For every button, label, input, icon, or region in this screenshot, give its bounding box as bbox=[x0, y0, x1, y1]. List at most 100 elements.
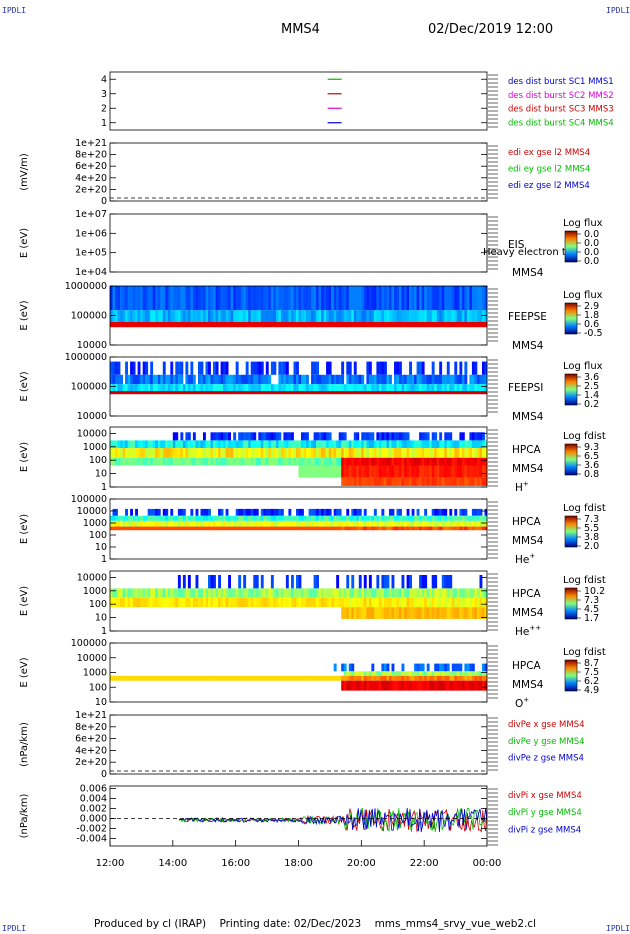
spectrogram-cell bbox=[140, 675, 144, 681]
spectrogram-cell bbox=[165, 508, 169, 516]
spectrogram-cell bbox=[195, 322, 199, 328]
spectrogram-cell bbox=[436, 520, 440, 527]
spectrogram-cell bbox=[220, 384, 224, 392]
spectrogram-cell bbox=[125, 588, 128, 598]
spectrogram-cell bbox=[439, 588, 443, 598]
spectrogram-cell bbox=[243, 432, 247, 441]
spectrogram-cell bbox=[218, 520, 221, 527]
spectrogram-cell bbox=[341, 520, 345, 527]
spectrogram-cell bbox=[298, 465, 302, 478]
spectrogram-cell bbox=[190, 286, 194, 311]
spectrogram-cell bbox=[484, 391, 488, 395]
spectrogram-cell bbox=[142, 515, 146, 521]
spectrogram-cell bbox=[446, 465, 450, 478]
spectrogram-cell bbox=[285, 286, 289, 311]
spectrogram-cell bbox=[381, 520, 385, 527]
spectrogram-cell bbox=[384, 675, 387, 681]
spectrogram-cell bbox=[263, 322, 267, 328]
spectrogram-cell bbox=[180, 515, 184, 521]
spectrogram-cell bbox=[185, 384, 189, 392]
spectrogram-cell bbox=[142, 391, 146, 395]
spectrogram-cell bbox=[459, 671, 463, 676]
spectrogram-cell bbox=[396, 391, 400, 395]
spectrogram-cell bbox=[293, 597, 297, 608]
spectrogram-cell bbox=[145, 391, 149, 395]
spectrogram-cell bbox=[471, 675, 475, 681]
spectrogram-cell bbox=[414, 515, 417, 521]
spectrogram-cell bbox=[451, 477, 455, 486]
spectrogram-cell bbox=[441, 465, 445, 478]
spectrogram-cell bbox=[336, 374, 340, 385]
spectrogram-cell bbox=[431, 457, 435, 466]
spectrogram-cell bbox=[228, 310, 231, 322]
spectrogram-cell bbox=[454, 526, 458, 531]
spectrogram-cell bbox=[288, 520, 292, 527]
spectrogram-cell bbox=[336, 597, 340, 608]
spectrogram-cell bbox=[127, 675, 131, 681]
spectrogram-cell bbox=[436, 310, 440, 322]
spectrogram-cell bbox=[135, 597, 138, 608]
spectrogram-cell bbox=[343, 448, 347, 458]
spectrogram-cell bbox=[285, 432, 289, 441]
spectrogram-cell bbox=[373, 286, 377, 311]
spectrogram-cell bbox=[303, 588, 307, 598]
spectrogram-cell bbox=[471, 515, 475, 521]
spectrogram-cell bbox=[434, 588, 438, 598]
spectrogram-cell bbox=[245, 597, 249, 608]
spectrogram-cell bbox=[381, 671, 385, 676]
spectrogram-cell bbox=[404, 374, 407, 385]
spectrogram-cell bbox=[474, 448, 478, 458]
spectrogram-cell bbox=[205, 457, 209, 466]
spectrogram-cell bbox=[404, 675, 407, 681]
spectrogram-cell bbox=[454, 508, 458, 516]
spectrogram-cell bbox=[386, 597, 390, 608]
spectrogram-cell bbox=[137, 457, 141, 466]
spectrogram-cell bbox=[384, 440, 387, 449]
spectrogram-cell bbox=[150, 440, 154, 449]
spectrogram-cell bbox=[414, 477, 417, 486]
spectrogram-cell bbox=[293, 520, 297, 527]
spectrogram-cell bbox=[351, 508, 355, 516]
spectrogram-cell bbox=[426, 440, 430, 449]
spectrogram-cell bbox=[419, 448, 422, 458]
spectrogram-cell bbox=[296, 310, 299, 322]
spectrogram-cell bbox=[125, 374, 128, 385]
spectrogram-cell bbox=[384, 607, 387, 619]
spectrogram-cell bbox=[296, 597, 299, 608]
spectrogram-cell bbox=[396, 361, 400, 375]
spectrogram-cell bbox=[356, 477, 360, 486]
spectrogram-cell bbox=[328, 440, 332, 449]
spectrogram-cell bbox=[150, 588, 154, 598]
spectrogram-cell bbox=[162, 440, 166, 449]
spectrogram-cell bbox=[142, 440, 146, 449]
spectrogram-cell bbox=[371, 465, 375, 478]
spectrogram-cell bbox=[386, 432, 390, 441]
spectrogram-cell bbox=[356, 310, 360, 322]
spectrogram-cell bbox=[157, 391, 161, 395]
spectrogram-cell bbox=[394, 465, 397, 478]
spectrogram-cell bbox=[466, 680, 470, 691]
spectrogram-cell bbox=[278, 520, 282, 527]
spectrogram-cell bbox=[464, 440, 468, 449]
spectrogram-cell bbox=[265, 322, 269, 328]
spectrogram-cell bbox=[132, 286, 136, 311]
spectrogram-cell bbox=[469, 310, 473, 322]
spectrogram-cell bbox=[341, 384, 345, 392]
spectrogram-cell bbox=[471, 477, 475, 486]
spectrogram-cell bbox=[346, 384, 350, 392]
spectrogram-cell bbox=[313, 515, 317, 521]
spectrogram-cell bbox=[215, 322, 219, 328]
spectrogram-cell bbox=[471, 391, 475, 395]
spectrogram-cell bbox=[150, 675, 154, 681]
spectrogram-cell bbox=[117, 310, 121, 322]
spectrogram-cell bbox=[439, 465, 443, 478]
spectrogram-cell bbox=[456, 671, 460, 676]
spectrogram-cell bbox=[313, 588, 317, 598]
spectrogram-cell bbox=[414, 526, 417, 531]
spectrogram-cell bbox=[378, 520, 382, 527]
spectrogram-cell bbox=[260, 520, 264, 527]
y-tick-label: 1000000 bbox=[65, 281, 107, 292]
spectrogram-cell bbox=[215, 432, 219, 441]
spectrogram-cell bbox=[399, 286, 402, 311]
spectrogram-cell bbox=[346, 457, 350, 466]
